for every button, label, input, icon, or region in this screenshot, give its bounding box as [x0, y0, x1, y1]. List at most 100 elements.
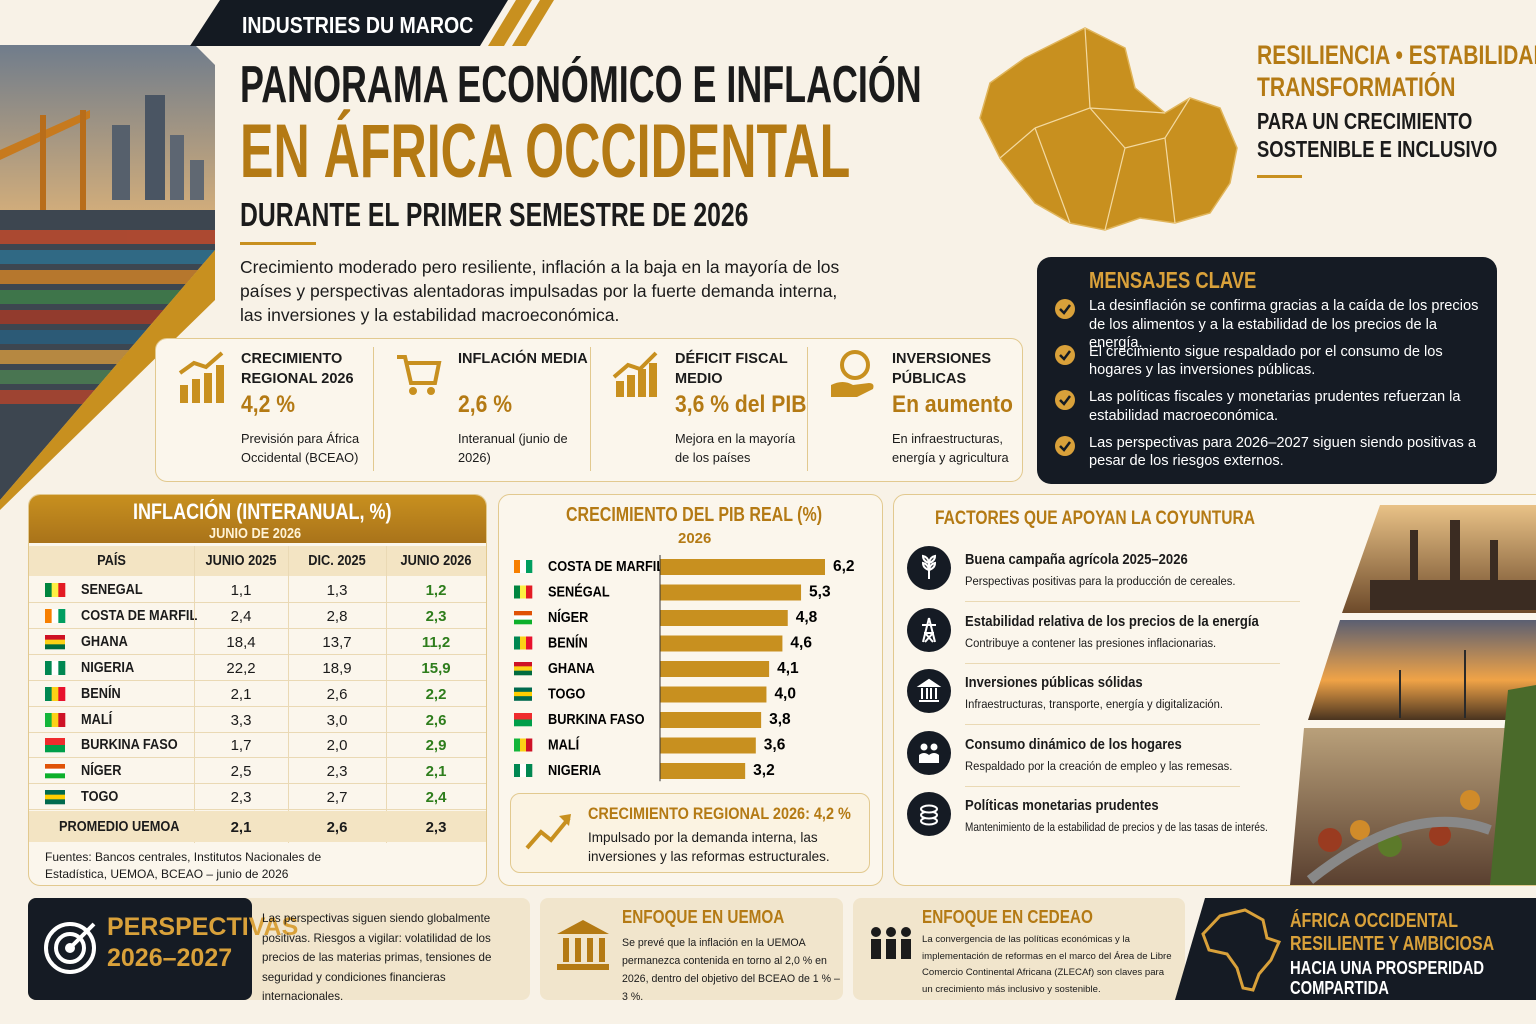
bar-value-label: 5,3 [809, 584, 831, 601]
bar-category: NÍGER [548, 609, 588, 625]
flag-stripe [58, 583, 66, 597]
icon-cart [397, 355, 442, 385]
flag-stripe [514, 670, 532, 676]
bar-chart: COSTA DE MARFIL 6,2 SENÉGAL 5,3 NÍGER 4,8 BENÍ… [514, 555, 855, 782]
check-mark [1059, 395, 1071, 406]
kpi-panel: CRECIMIENTO REGIONAL 2026 4,2 % Previsión … [155, 338, 1023, 482]
row-rule [29, 679, 486, 681]
bar [660, 610, 788, 626]
flag-stripe [45, 660, 52, 675]
factors-title: FACTORES QUE APOYAN LA COYUNTURA [935, 508, 1256, 529]
check-bg [1055, 344, 1075, 365]
flag-stripe [514, 666, 532, 671]
check-icon [1055, 390, 1075, 410]
cell: 2,4 [425, 789, 447, 807]
row-rule [29, 809, 486, 811]
flag [45, 660, 66, 675]
tagline-1: RESILIENCIA • ESTABILIDAD [1257, 40, 1536, 70]
tagline-2: TRANSFORMATIÓN [1257, 72, 1456, 102]
kpi-divider [373, 347, 374, 471]
check-mark [1059, 440, 1071, 452]
factor-text: Perspectivas positivas para la producció… [965, 574, 1236, 588]
factor-text: Mantenimiento de la estabilidad de preci… [965, 820, 1268, 834]
bar [660, 737, 756, 754]
key-message: El crecimiento sigue respaldado por el c… [1089, 343, 1443, 379]
kpi-label: DÉFICIT FISCAL MEDIO [675, 351, 788, 387]
bar-category: TOGO [548, 686, 586, 702]
icon-bar [649, 363, 657, 397]
check-bg [1055, 390, 1075, 410]
flag-stripe [45, 745, 65, 753]
bar-value-label: 4,6 [790, 635, 812, 652]
cell: 2,8 [326, 607, 348, 625]
icon-hand [831, 382, 874, 397]
cell: 18,9 [322, 659, 352, 677]
factor-icon [907, 669, 951, 713]
row-rule [29, 757, 486, 759]
flag-stripe [526, 636, 533, 650]
row-rule [29, 627, 486, 629]
cell: 13,7 [322, 633, 352, 651]
column-header: DIC. 2025 [308, 553, 366, 569]
flag-stripe [514, 719, 532, 727]
chart-title: CRECIMIENTO DEL PIB REAL (%) [566, 504, 823, 526]
flag [45, 790, 65, 805]
flag-stripe [58, 686, 66, 701]
flag-stripe [45, 639, 65, 645]
flag-stripe [45, 634, 65, 640]
closing-bg [1175, 898, 1536, 1000]
kpi-value: En aumento [892, 391, 1013, 418]
trend-icon [525, 814, 571, 850]
bar-value-label: 4,0 [774, 686, 796, 703]
flag-stripe [45, 583, 52, 597]
country: GHANA [81, 633, 128, 650]
country: NIGERIA [81, 659, 135, 676]
foot-cell: 2,3 [425, 819, 447, 836]
flag-stripe [514, 662, 532, 667]
bar-value-label: 3,8 [769, 711, 791, 728]
flag-stripe [526, 585, 533, 599]
factor-icon [907, 546, 951, 590]
bar-category: NIGERIA [548, 762, 601, 778]
flag-stripe [45, 608, 52, 623]
foot-cell: 2,1 [230, 819, 252, 836]
flag-stripe [45, 644, 65, 650]
flag-stripe [51, 660, 59, 675]
title-line-2: EN ÁFRICA OCCIDENTAL [240, 109, 851, 194]
column-rule [386, 546, 387, 843]
kpi-note: Previsión para África Occidental (BCEAO) [241, 431, 360, 465]
flag-stripe [514, 615, 532, 620]
factor-title: Consumo dinámico de los hogares [965, 736, 1182, 753]
bar [660, 686, 767, 703]
cedeao-title: ENFOQUE EN CEDEAO [922, 907, 1093, 927]
column-header: PAÍS [97, 553, 126, 569]
column-rule [288, 546, 289, 843]
cell: 2,3 [230, 789, 252, 807]
flag-stripe [520, 764, 527, 777]
cell: 22,2 [226, 659, 256, 677]
target-icon [44, 922, 96, 974]
flag [45, 686, 66, 701]
bar-value-label: 3,2 [753, 762, 775, 779]
cell: 2,2 [425, 685, 447, 703]
kpi-icon [612, 351, 658, 397]
flag-stripe [45, 799, 65, 805]
icon-wheel [427, 387, 435, 395]
flag-stripe [45, 773, 65, 779]
chart [0, 0, 1, 1]
cell: 15,9 [421, 659, 451, 677]
chart-subtitle: 2026 [678, 530, 712, 547]
country: BENÍN [81, 685, 121, 702]
flag-stripe [520, 585, 527, 599]
flag-stripe [514, 764, 521, 777]
table-subtitle: JUNIO DE 2026 [209, 525, 302, 542]
flag-stripe [51, 583, 59, 597]
bar [660, 635, 783, 652]
intro: Crecimiento moderado pero resiliente, in… [240, 257, 840, 325]
factor-text: Contribuye a contener las presiones infl… [965, 635, 1217, 650]
flag-stripe [514, 713, 532, 720]
check-icon [1055, 299, 1075, 319]
flag-stripe [45, 738, 65, 746]
flag-stripe [514, 619, 532, 625]
cell: 2,3 [425, 607, 447, 625]
